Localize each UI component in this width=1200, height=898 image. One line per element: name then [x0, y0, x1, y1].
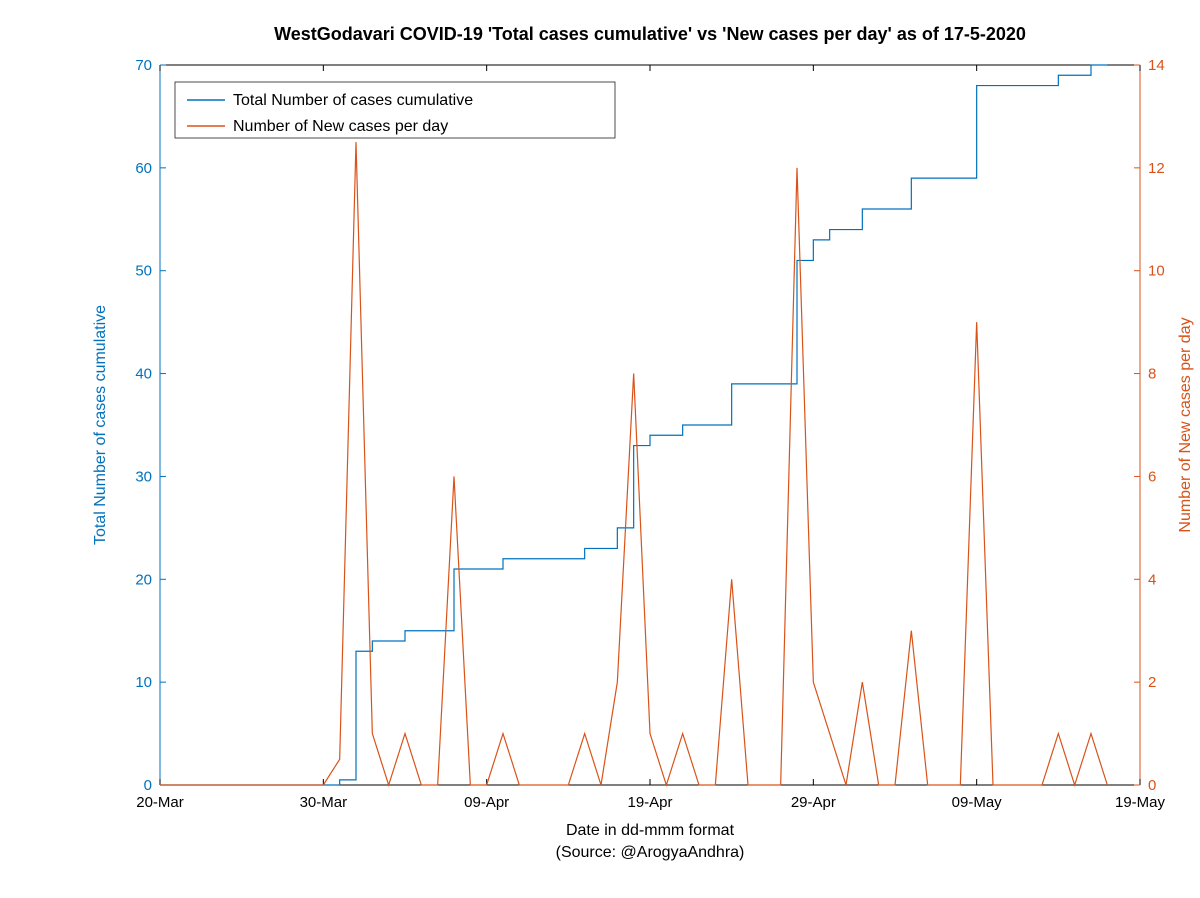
x-axis-label-line1: Date in dd-mmm format: [566, 822, 735, 839]
x-tick-label: 29-Apr: [791, 794, 836, 811]
chart-svg: WestGodavari COVID-19 'Total cases cumul…: [0, 0, 1200, 898]
legend-label: Number of New cases per day: [233, 118, 448, 135]
y-left-tick-label: 50: [135, 263, 152, 280]
y-left-tick-label: 40: [135, 366, 152, 383]
y-left-axis-label: Total Number of cases cumulative: [92, 305, 109, 545]
x-axis-label-line2: (Source: @ArogyaAndhra): [556, 844, 745, 861]
y-right-tick-label: 14: [1148, 57, 1165, 74]
x-tick-label: 20-Mar: [136, 794, 184, 811]
chart-container: WestGodavari COVID-19 'Total cases cumul…: [0, 0, 1200, 898]
y-right-tick-label: 12: [1148, 160, 1165, 177]
y-right-tick-label: 0: [1148, 777, 1156, 794]
legend-label: Total Number of cases cumulative: [233, 92, 473, 109]
y-left-tick-label: 10: [135, 674, 152, 691]
y-left-tick-label: 70: [135, 57, 152, 74]
x-tick-label: 19-May: [1115, 794, 1166, 811]
y-left-tick-label: 30: [135, 468, 152, 485]
y-left-tick-label: 20: [135, 571, 152, 588]
y-right-axis-label: Number of New cases per day: [1177, 317, 1194, 532]
plot-area: [160, 65, 1140, 785]
x-tick-label: 09-Apr: [464, 794, 509, 811]
y-right-tick-label: 10: [1148, 263, 1165, 280]
y-right-tick-label: 6: [1148, 468, 1156, 485]
x-tick-label: 19-Apr: [627, 794, 672, 811]
y-left-tick-label: 0: [144, 777, 152, 794]
y-right-tick-label: 2: [1148, 674, 1156, 691]
y-left-tick-label: 60: [135, 160, 152, 177]
x-tick-label: 09-May: [952, 794, 1003, 811]
chart-title: WestGodavari COVID-19 'Total cases cumul…: [274, 24, 1026, 44]
y-right-tick-label: 8: [1148, 366, 1156, 383]
y-right-tick-label: 4: [1148, 571, 1156, 588]
x-tick-label: 30-Mar: [300, 794, 348, 811]
